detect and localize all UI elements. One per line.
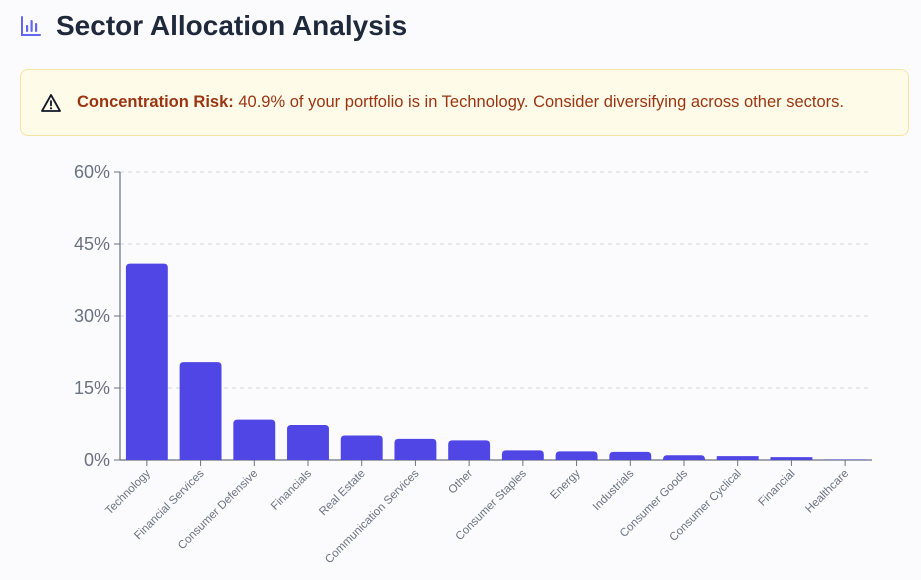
- x-tick-label: Energy: [548, 467, 582, 501]
- x-tick-label: Other: [446, 468, 475, 497]
- bar: [770, 457, 813, 460]
- bar: [663, 455, 705, 460]
- y-tick-label: 30%: [74, 306, 110, 326]
- bar-chart-icon: [20, 14, 44, 38]
- alert-label: Concentration Risk:: [77, 93, 234, 111]
- x-tick-label: Healthcare: [803, 468, 851, 516]
- bar: [448, 440, 491, 460]
- bar: [716, 456, 759, 460]
- x-tick-label: Financial: [757, 468, 798, 509]
- y-tick-label: 0%: [84, 450, 110, 470]
- warning-triangle-icon: [41, 92, 63, 114]
- sector-allocation-chart: 0% 15% 30% 45% 60% Technology Financial Servic…: [0, 150, 921, 580]
- alert-message: Concentration Risk: 40.9% of your portfo…: [77, 93, 844, 112]
- page-header: Sector Allocation Analysis: [20, 8, 407, 44]
- bar: [555, 451, 598, 460]
- x-tick-label: Real Estate: [317, 468, 368, 519]
- bar: [340, 435, 383, 460]
- page-title: Sector Allocation Analysis: [56, 10, 408, 41]
- x-tick-label: Communication Services: [323, 467, 422, 566]
- bar: [179, 362, 222, 460]
- bar: [394, 438, 437, 460]
- bar: [233, 419, 276, 460]
- x-tick-label: Financials: [269, 467, 314, 512]
- bar: [609, 451, 652, 460]
- concentration-risk-alert: Concentration Risk: 40.9% of your portfo…: [20, 69, 909, 136]
- bar: [125, 263, 168, 460]
- y-tick-label: 45%: [74, 234, 110, 254]
- y-tick-label: 60%: [74, 162, 110, 182]
- x-tick-label: Industrials: [591, 467, 637, 513]
- y-tick-label: 15%: [74, 378, 110, 398]
- bar: [501, 450, 544, 460]
- alert-text: 40.9% of your portfolio is in Technology…: [233, 93, 844, 111]
- x-tick-label: Technology: [103, 467, 153, 517]
- bar: [287, 424, 329, 460]
